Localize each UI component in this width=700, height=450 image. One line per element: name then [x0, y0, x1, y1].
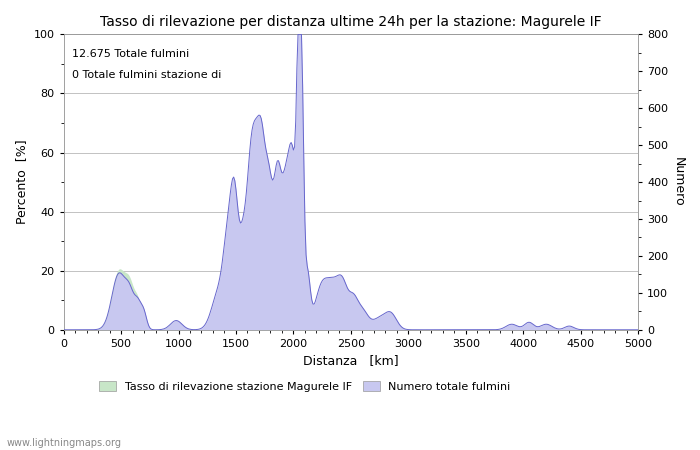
Text: 0 Totale fulmini stazione di: 0 Totale fulmini stazione di: [72, 70, 222, 80]
Y-axis label: Percento  [%]: Percento [%]: [15, 140, 28, 225]
Legend: Tasso di rilevazione stazione Magurele IF, Numero totale fulmini: Tasso di rilevazione stazione Magurele I…: [94, 377, 515, 396]
Text: www.lightningmaps.org: www.lightningmaps.org: [7, 438, 122, 448]
X-axis label: Distanza   [km]: Distanza [km]: [303, 354, 399, 367]
Text: 12.675 Totale fulmini: 12.675 Totale fulmini: [72, 49, 190, 59]
Y-axis label: Numero: Numero: [672, 157, 685, 207]
Title: Tasso di rilevazione per distanza ultime 24h per la stazione: Magurele IF: Tasso di rilevazione per distanza ultime…: [100, 15, 602, 29]
